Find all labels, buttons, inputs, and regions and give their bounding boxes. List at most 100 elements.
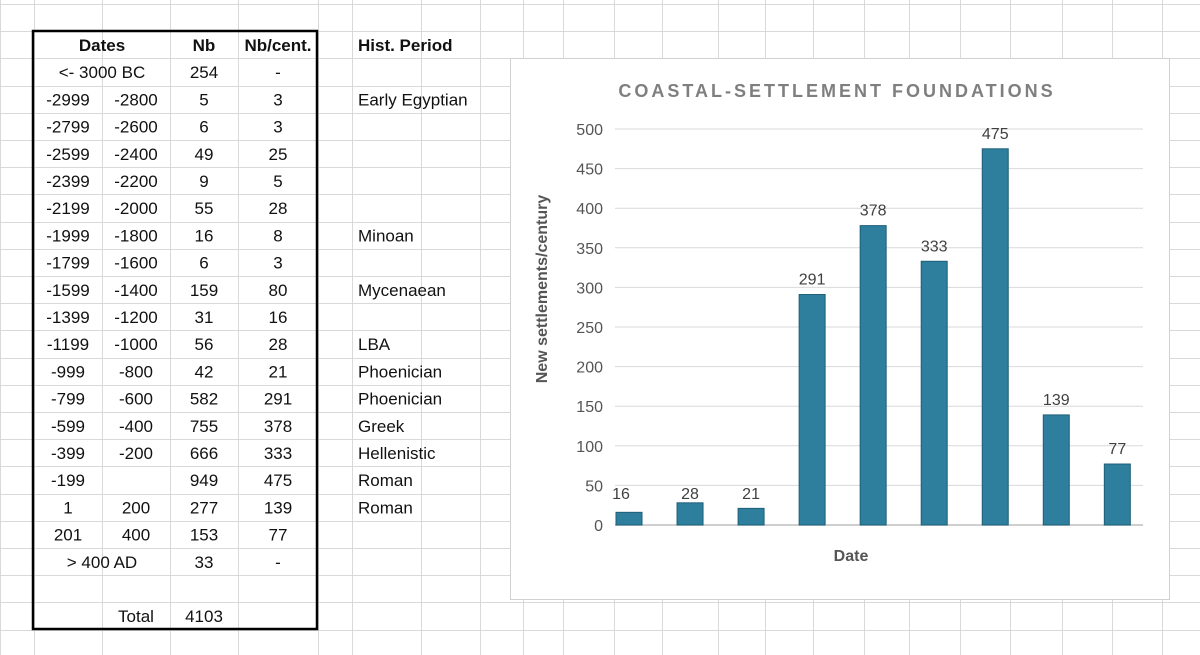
- cell-date-to: -1000: [114, 335, 157, 354]
- y-tick-label: 100: [576, 439, 603, 456]
- cell-hist-period: Mycenaean: [358, 281, 446, 300]
- cell-date-from: -999: [51, 362, 85, 381]
- cell-nb-per-cent: 3: [273, 254, 282, 273]
- y-tick-label: 450: [576, 162, 603, 179]
- cell-date-to: -1600: [114, 254, 157, 273]
- data-label: 291: [799, 272, 826, 289]
- cell-hist-period: Roman: [358, 498, 413, 517]
- cell-date-range: <- 3000 BC: [59, 63, 145, 82]
- header-nb: Nb: [193, 36, 216, 55]
- cell-nb: 254: [190, 63, 218, 82]
- cell-hist-period: Minoan: [358, 226, 414, 245]
- cell-nb-per-cent: 378: [264, 417, 292, 436]
- header-dates: Dates: [79, 36, 125, 55]
- cell-nb-per-cent: 5: [273, 172, 282, 191]
- cell-nb: 16: [195, 226, 214, 245]
- cell-date-from: -2599: [46, 145, 89, 164]
- y-tick-label: 0: [594, 518, 603, 535]
- cell-date-from: -1199: [47, 335, 89, 354]
- cell-nb: 55: [195, 199, 214, 218]
- cell-nb: 755: [190, 417, 218, 436]
- cell-date-from: 201: [54, 526, 82, 545]
- cell-date-range: > 400 AD: [67, 553, 137, 572]
- cell-nb: 31: [195, 308, 214, 327]
- chart-title: COASTAL-SETTLEMENT FOUNDATIONS: [618, 81, 1055, 101]
- cell-date-to: -800: [119, 362, 153, 381]
- cell-nb-per-cent: 333: [264, 444, 292, 463]
- bar: [676, 502, 704, 526]
- cell-date-from: -2799: [46, 118, 89, 137]
- cell-date-to: -200: [119, 444, 153, 463]
- cell-nb: 582: [190, 390, 218, 409]
- y-tick-label: 500: [576, 122, 603, 139]
- cell-nb-per-cent: 139: [264, 498, 292, 517]
- bar: [1042, 414, 1070, 526]
- y-tick-label: 50: [585, 478, 603, 495]
- data-label: 475: [982, 126, 1009, 143]
- cell-nb: 277: [190, 498, 218, 517]
- cell-hist-period: LBA: [358, 335, 391, 354]
- data-label: 139: [1043, 392, 1070, 409]
- cell-nb: 42: [195, 362, 214, 381]
- cell-date-to: 200: [122, 498, 150, 517]
- y-tick-label: 400: [576, 201, 603, 218]
- bar-chart: COASTAL-SETTLEMENT FOUNDATIONS 0 50 100 150 2…: [534, 81, 1143, 565]
- cell-nb: 159: [190, 281, 218, 300]
- cell-total-value: 4103: [185, 607, 223, 626]
- cell-date-to: 400: [122, 526, 150, 545]
- cell-nb-per-cent: 3: [273, 90, 282, 109]
- cell-hist-period: Hellenistic: [358, 444, 436, 463]
- cell-nb: 6: [199, 254, 208, 273]
- cell-hist-period: Phoenician: [358, 390, 442, 409]
- bar: [920, 260, 948, 526]
- cell-nb: 949: [190, 471, 218, 490]
- cell-date-from: -399: [51, 444, 85, 463]
- data-label: 378: [860, 203, 887, 220]
- cell-nb-per-cent: 28: [269, 199, 288, 218]
- bar: [1103, 463, 1131, 526]
- cell-date-from: -599: [51, 417, 85, 436]
- header-hist-period: Hist. Period: [358, 36, 452, 55]
- cell-hist-period: Roman: [358, 471, 413, 490]
- x-axis-title: Date: [834, 548, 869, 565]
- bar: [981, 148, 1009, 526]
- cell-hist-period: Early Egyptian: [358, 90, 468, 109]
- cell-date-from: -1799: [46, 254, 89, 273]
- cell-date-to: -2400: [114, 145, 157, 164]
- cell-date-from: -2399: [46, 172, 89, 191]
- cell-date-to: -2000: [114, 199, 157, 218]
- bar: [737, 507, 765, 526]
- cell-date-from: -199: [51, 471, 85, 490]
- cell-date-from: -2199: [46, 199, 89, 218]
- cell-nb-per-cent: -: [275, 553, 281, 572]
- cell-date-from: -1399: [46, 308, 89, 327]
- cell-date-to: -1200: [114, 308, 157, 327]
- cell-nb: 9: [199, 172, 208, 191]
- cell-date-to: -2200: [114, 172, 157, 191]
- cell-date-to: -400: [119, 417, 153, 436]
- data-label: 28: [681, 486, 699, 503]
- cell-date-from: -1999: [46, 226, 89, 245]
- cell-date-from: -2999: [46, 90, 89, 109]
- cell-nb-per-cent: 21: [269, 362, 288, 381]
- cell-date-from: -799: [51, 390, 85, 409]
- cell-nb: 33: [195, 553, 214, 572]
- cell-nb: 6: [199, 118, 208, 137]
- y-tick-label: 350: [576, 241, 603, 258]
- y-tick-label: 300: [576, 280, 603, 297]
- data-label: 21: [742, 486, 760, 503]
- cell-nb: 153: [190, 526, 218, 545]
- cell-nb-per-cent: 25: [269, 145, 288, 164]
- cell-nb: 49: [195, 145, 214, 164]
- chart-container[interactable]: COASTAL-SETTLEMENT FOUNDATIONS 0 50 100 150 2…: [510, 58, 1170, 600]
- cell-hist-period: Phoenician: [358, 362, 442, 381]
- cell-nb: 5: [199, 90, 208, 109]
- cell-nb-per-cent: 3: [273, 118, 282, 137]
- cell-date-from: 1: [63, 498, 72, 517]
- cell-nb-per-cent: 28: [269, 335, 288, 354]
- data-label: 16: [612, 486, 630, 503]
- cell-nb-per-cent: 77: [269, 526, 288, 545]
- cell-nb-per-cent: 475: [264, 471, 292, 490]
- y-axis-title: New settlements/century: [534, 195, 551, 384]
